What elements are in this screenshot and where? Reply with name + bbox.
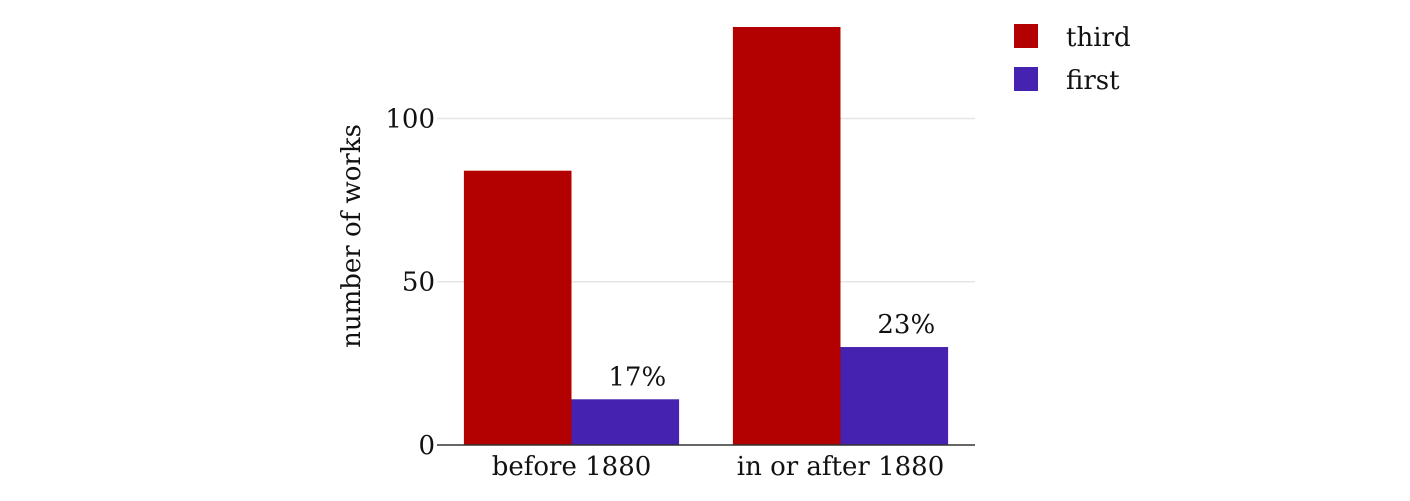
legend-label-first: first xyxy=(1066,66,1120,96)
data-labels: 17% 23% xyxy=(608,310,935,392)
x-axis-categories: before 1880 in or after 1880 xyxy=(492,452,945,482)
bars xyxy=(463,27,949,445)
y-tick-label: 50 xyxy=(402,268,435,298)
bar-first-2 xyxy=(840,347,949,445)
legend: third first xyxy=(1014,23,1131,96)
legend-label-third: third xyxy=(1066,23,1131,53)
bar-first-1 xyxy=(571,399,680,445)
x-category-label: before 1880 xyxy=(492,452,652,482)
y-tick-label: 0 xyxy=(418,431,435,461)
bar-third-2 xyxy=(732,27,841,445)
data-label: 17% xyxy=(608,362,666,392)
y-axis-title: number of works xyxy=(337,124,367,348)
y-axis-ticks: 0 50 100 xyxy=(385,104,435,461)
legend-swatch-third xyxy=(1014,24,1038,48)
legend-swatch-first xyxy=(1014,67,1038,91)
bar-third-1 xyxy=(463,170,572,445)
data-label: 23% xyxy=(877,310,935,340)
y-tick-label: 100 xyxy=(385,104,435,134)
x-category-label: in or after 1880 xyxy=(737,452,945,482)
